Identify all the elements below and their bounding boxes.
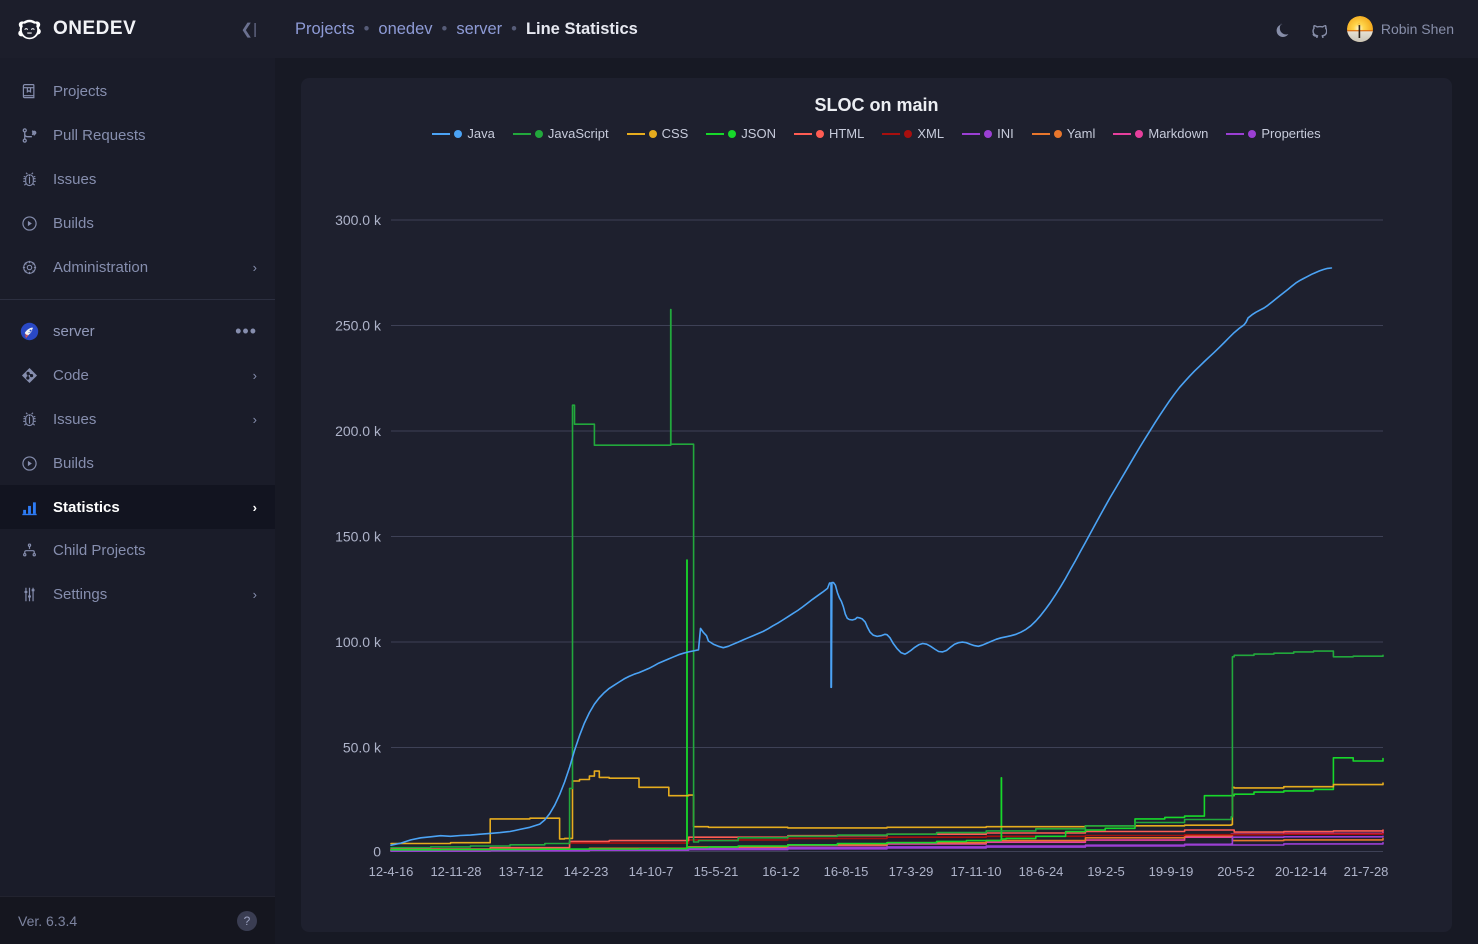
svg-text:20-5-2: 20-5-2 xyxy=(1217,864,1255,879)
svg-text:13-7-12: 13-7-12 xyxy=(499,864,544,879)
svg-text:12-11-28: 12-11-28 xyxy=(430,864,481,879)
svg-text:21-7-28: 21-7-28 xyxy=(1344,864,1389,879)
svg-text:14-10-7: 14-10-7 xyxy=(629,864,674,879)
svg-text:20-12-14: 20-12-14 xyxy=(1275,864,1327,879)
svg-text:15-5-21: 15-5-21 xyxy=(694,864,739,879)
svg-text:14-2-23: 14-2-23 xyxy=(564,864,609,879)
svg-text:0: 0 xyxy=(373,844,381,860)
svg-text:12-4-16: 12-4-16 xyxy=(369,864,414,879)
svg-text:250.0 k: 250.0 k xyxy=(335,318,382,334)
svg-text:300.0 k: 300.0 k xyxy=(335,212,382,228)
svg-text:17-3-29: 17-3-29 xyxy=(889,864,934,879)
svg-text:200.0 k: 200.0 k xyxy=(335,423,382,439)
svg-text:50.0 k: 50.0 k xyxy=(343,740,382,756)
svg-text:17-11-10: 17-11-10 xyxy=(950,864,1001,879)
svg-text:16-8-15: 16-8-15 xyxy=(824,864,869,879)
svg-text:18-6-24: 18-6-24 xyxy=(1019,864,1064,879)
svg-text:19-2-5: 19-2-5 xyxy=(1087,864,1125,879)
svg-text:100.0 k: 100.0 k xyxy=(335,634,382,650)
svg-text:150.0 k: 150.0 k xyxy=(335,529,382,545)
svg-text:19-9-19: 19-9-19 xyxy=(1149,864,1194,879)
svg-text:16-1-2: 16-1-2 xyxy=(762,864,800,879)
